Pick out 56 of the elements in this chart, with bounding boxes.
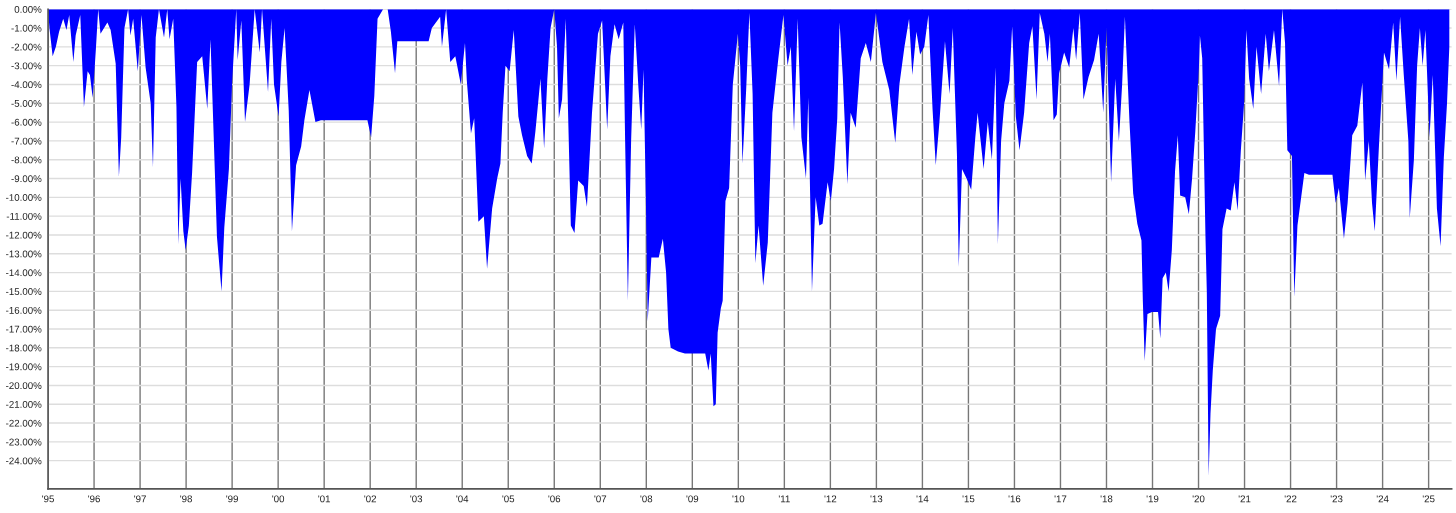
x-tick-label: '24 <box>1376 495 1389 503</box>
x-tick-label: '00 <box>272 495 285 503</box>
y-tick-label: -4.00% <box>11 81 42 89</box>
x-tick-label: '95 <box>42 495 54 503</box>
y-tick-label: -18.00% <box>6 344 42 352</box>
y-tick-label: -24.00% <box>6 457 42 465</box>
x-tick-label: '21 <box>1238 495 1251 503</box>
x-tick-label: '23 <box>1330 495 1343 503</box>
y-tick-label: -13.00% <box>6 250 42 258</box>
x-tick-label: '99 <box>226 495 238 503</box>
y-tick-label: -17.00% <box>6 325 42 333</box>
y-tick-label: -21.00% <box>6 400 42 408</box>
x-tick-label: '09 <box>686 495 699 503</box>
x-tick-label: '16 <box>1008 495 1021 503</box>
x-tick-label: '07 <box>594 495 607 503</box>
x-tick-label: '14 <box>916 495 929 503</box>
y-tick-label: -20.00% <box>6 382 42 390</box>
x-tick-label: '25 <box>1422 495 1435 503</box>
y-tick-label: -1.00% <box>11 24 42 32</box>
x-tick-label: '12 <box>824 495 837 503</box>
x-tick-label: '98 <box>180 495 193 503</box>
y-tick-label: -6.00% <box>11 118 42 126</box>
y-tick-label: -7.00% <box>11 137 42 145</box>
x-tick-label: '05 <box>502 495 515 503</box>
y-tick-label: -22.00% <box>6 419 42 427</box>
x-tick-label: '04 <box>456 495 469 503</box>
x-tick-label: '01 <box>318 495 331 503</box>
x-tick-label: '18 <box>1100 495 1113 503</box>
y-tick-label: -11.00% <box>6 212 42 220</box>
x-tick-label: '97 <box>134 495 146 503</box>
y-tick-label: -19.00% <box>6 363 42 371</box>
x-tick-label: '20 <box>1192 495 1205 503</box>
x-tick-label: '13 <box>870 495 883 503</box>
y-tick-label: -15.00% <box>6 288 42 295</box>
y-tick-label: -10.00% <box>6 194 42 201</box>
x-tick-label: '22 <box>1284 495 1297 503</box>
y-tick-label: -8.00% <box>11 156 42 164</box>
y-tick-label: -12.00% <box>6 231 42 239</box>
y-tick-label: -2.00% <box>11 43 42 51</box>
x-tick-label: '08 <box>640 495 653 503</box>
x-tick-label: '06 <box>548 495 561 503</box>
y-tick-label: -3.00% <box>11 62 42 70</box>
y-tick-label: -14.00% <box>6 269 42 277</box>
x-tick-label: '19 <box>1146 495 1159 503</box>
x-tick-label: '10 <box>732 495 745 503</box>
y-tick-label: -16.00% <box>6 306 42 314</box>
y-tick-label: -5.00% <box>11 100 42 107</box>
x-tick-label: '15 <box>962 495 975 503</box>
y-tick-label: 0.00% <box>14 5 42 13</box>
y-tick-label: -23.00% <box>6 438 42 446</box>
x-tick-label: '96 <box>88 495 100 503</box>
y-tick-label: -9.00% <box>11 175 42 183</box>
x-tick-label: '02 <box>364 495 377 503</box>
x-tick-label: '17 <box>1054 495 1067 503</box>
x-tick-label: '11 <box>778 495 790 503</box>
x-tick-label: '03 <box>410 495 423 503</box>
